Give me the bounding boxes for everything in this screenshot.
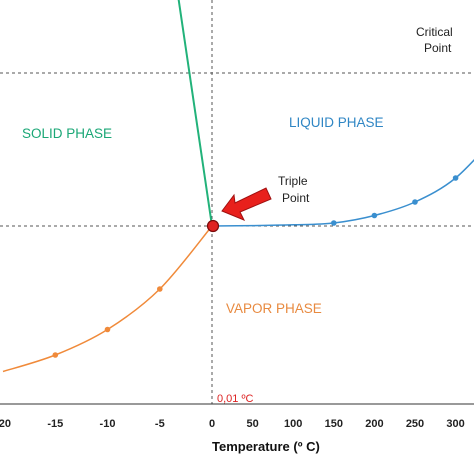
- triple-point-label-line1: Triple: [278, 174, 308, 188]
- data-point: [157, 286, 163, 292]
- x-tick-label: 150: [325, 418, 343, 430]
- arrow-icon: [221, 187, 272, 221]
- data-point: [412, 199, 418, 205]
- liquid-phase-label: LIQUID PHASE: [289, 115, 384, 130]
- data-point: [52, 352, 59, 358]
- data-point: [331, 220, 337, 226]
- x-tick-labels: -20 -15 -10 -5 0 50 100 150 200 250 300: [0, 418, 465, 430]
- sublimation-curve: [2, 225, 213, 373]
- x-tick-label: -15: [47, 418, 63, 430]
- data-point: [371, 212, 378, 219]
- triple-point-arrow: [221, 187, 272, 221]
- solid-phase-label: SOLID PHASE: [22, 126, 112, 141]
- x-tick-label: 0: [209, 418, 215, 430]
- x-tick-label: 300: [446, 418, 464, 430]
- data-point: [452, 175, 459, 181]
- vaporization-curve: [211, 159, 474, 227]
- data-point: [104, 326, 111, 333]
- x-tick-label: 50: [246, 418, 258, 430]
- critical-point-label-line1: Critical: [416, 25, 453, 39]
- x-tick-label: -5: [155, 418, 165, 430]
- triple-point-temperature-label: 0,01 ºC: [217, 393, 253, 405]
- x-tick-label: 100: [284, 418, 302, 430]
- reference-lines: [0, 0, 474, 404]
- series-layer: [2, 0, 474, 373]
- vapor-phase-label: VAPOR PHASE: [226, 301, 322, 316]
- x-axis-title: Temperature (º C): [212, 439, 320, 454]
- fusion-line: [177, 0, 213, 227]
- triple-point-label-line2: Point: [282, 191, 310, 205]
- x-tick-label: 250: [406, 418, 424, 430]
- x-tick-label: -10: [100, 418, 116, 430]
- triple-point-marker: [206, 219, 220, 233]
- x-tick-label: 200: [365, 418, 383, 430]
- x-tick-label: -20: [0, 418, 11, 430]
- critical-point-label-line2: Point: [424, 41, 452, 55]
